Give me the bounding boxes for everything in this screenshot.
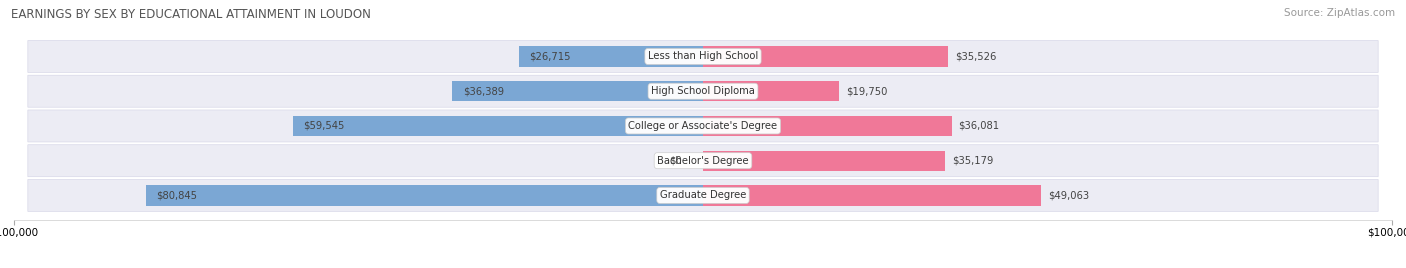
Text: Source: ZipAtlas.com: Source: ZipAtlas.com <box>1284 8 1395 18</box>
Text: College or Associate's Degree: College or Associate's Degree <box>628 121 778 131</box>
Text: Bachelor's Degree: Bachelor's Degree <box>657 156 749 166</box>
Text: Less than High School: Less than High School <box>648 51 758 61</box>
Bar <box>292 116 703 136</box>
Text: EARNINGS BY SEX BY EDUCATIONAL ATTAINMENT IN LOUDON: EARNINGS BY SEX BY EDUCATIONAL ATTAINMEN… <box>11 8 371 21</box>
Text: $0: $0 <box>669 156 682 166</box>
FancyBboxPatch shape <box>28 110 1378 142</box>
Bar <box>519 46 703 66</box>
Text: $19,750: $19,750 <box>846 86 887 96</box>
Bar <box>146 185 703 206</box>
Text: $35,526: $35,526 <box>955 51 995 61</box>
FancyBboxPatch shape <box>28 180 1378 211</box>
Text: $59,545: $59,545 <box>304 121 344 131</box>
Text: $26,715: $26,715 <box>529 51 571 61</box>
Text: High School Diploma: High School Diploma <box>651 86 755 96</box>
Text: $49,063: $49,063 <box>1047 191 1090 200</box>
Bar <box>453 81 703 101</box>
Text: $36,081: $36,081 <box>959 121 1000 131</box>
FancyBboxPatch shape <box>28 75 1378 107</box>
Bar <box>703 116 952 136</box>
Bar <box>703 185 1040 206</box>
FancyBboxPatch shape <box>28 145 1378 177</box>
Bar <box>703 151 945 171</box>
FancyBboxPatch shape <box>28 40 1378 72</box>
Text: $36,389: $36,389 <box>463 86 503 96</box>
Bar <box>703 81 839 101</box>
Text: Graduate Degree: Graduate Degree <box>659 191 747 200</box>
Text: $35,179: $35,179 <box>952 156 994 166</box>
Text: $80,845: $80,845 <box>156 191 197 200</box>
Bar <box>703 46 948 66</box>
